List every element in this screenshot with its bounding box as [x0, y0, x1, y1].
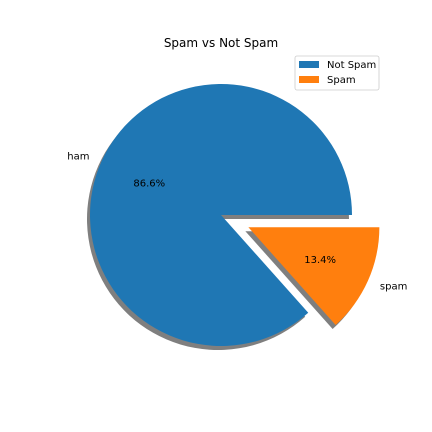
slice-label-ham: ham — [67, 152, 89, 163]
legend-swatch-not-spam — [299, 61, 319, 68]
pie-slice-ham — [90, 83, 352, 346]
pie-slices — [90, 83, 380, 346]
slice-label-spam: spam — [380, 282, 407, 293]
chart-title: Spam vs Not Spam — [164, 36, 278, 50]
legend-label-spam: Spam — [327, 75, 356, 86]
slice-percent-spam: 13.4% — [304, 255, 336, 266]
pie-slice-spam — [248, 227, 380, 325]
pie-labels: ham 86.6% spam 13.4% — [67, 152, 407, 293]
legend-swatch-spam — [299, 76, 319, 83]
legend: Not Spam Spam — [294, 55, 380, 91]
slice-percent-ham: 86.6% — [133, 178, 165, 189]
legend-label-not-spam: Not Spam — [327, 60, 376, 71]
